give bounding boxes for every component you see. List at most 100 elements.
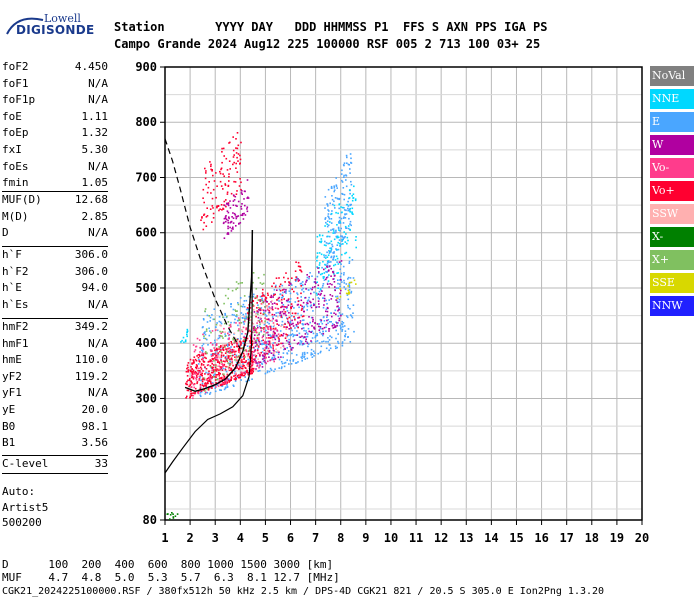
scatter-point [305,303,308,306]
scatter-point [202,377,204,379]
scatter-point [327,230,330,233]
scatter-point [241,203,243,205]
scatter-point [243,323,245,325]
scatter-point [201,372,203,375]
scatter-point [298,336,301,338]
scatter-point [266,304,269,307]
logo-text-bottom: DIGISONDE [16,23,95,37]
scatter-point [302,308,304,310]
scatter-point [267,353,270,355]
scatter-point [287,277,289,280]
scatter-point [251,363,254,365]
scatter-point [213,376,215,378]
scatter-point [214,373,216,375]
scatter-point [340,260,343,262]
scatter-point [244,376,246,378]
scatter-point [208,376,211,378]
scatter-point [291,284,293,286]
scatter-point [199,351,201,353]
scatter-point [307,323,310,326]
scatter-point [239,366,242,368]
scatter-point [352,193,355,195]
scatter-point [207,389,210,391]
scatter-point [322,283,325,285]
scatter-point [339,295,342,298]
scatter-point [257,326,259,329]
scatter-point [276,299,278,301]
scatter-point [324,240,326,243]
scatter-point [213,180,216,182]
scatter-point [273,360,275,363]
scatter-point [312,350,315,353]
scatter-point [241,193,243,195]
scatter-point [285,307,288,310]
param-value: 349.2 [74,320,108,333]
scatter-point [271,285,273,288]
scatter-point [205,371,207,374]
scatter-point [227,227,229,230]
scatter-point [243,212,245,215]
scatter-point [319,326,322,328]
scatter-point [251,360,253,362]
scatter-point [281,320,284,323]
scatter-point [253,325,255,328]
scatter-point [225,220,227,223]
scatter-point [322,276,325,278]
scatter-point [345,213,348,215]
scatter-point [195,374,198,377]
scatter-point [221,352,223,354]
scatter-point [314,282,317,284]
scatter-point [205,216,208,218]
scatter-point [262,301,265,304]
scatter-point [328,261,330,263]
scatter-point [294,312,296,315]
scatter-point [305,340,307,343]
scatter-point [205,172,207,174]
scatter-point [195,345,197,348]
scatter-point [239,282,242,284]
scatter-point [218,361,220,363]
scatter-point [250,301,253,304]
scatter-point [211,197,214,200]
scatter-point [215,386,217,388]
scatter-point [303,351,306,354]
scatter-point [221,363,223,365]
scatter-point [218,368,220,370]
scatter-point [306,305,309,308]
scatter-point [325,264,327,266]
scatter-point [270,346,273,349]
scatter-point [245,318,247,320]
scatter-point [316,256,318,259]
scatter-point [212,188,215,191]
scatter-point [332,252,334,254]
scatter-point [272,327,275,330]
scatter-point [280,325,282,327]
scatter-point [235,225,237,227]
scatter-point [255,296,257,299]
param-label: hmF2 [2,320,29,333]
scatter-point [335,229,337,232]
scatter-point [247,196,249,199]
param-row-fof1: foF1 N/A [2,76,108,93]
scatter-point [224,352,227,354]
param-row-hme: hmE 110.0 [2,352,108,369]
scatter-point [250,312,252,315]
scatter-point [271,300,273,302]
scatter-point [238,375,241,377]
scatter-cluster-e [323,153,353,278]
scatter-point [239,340,241,343]
scatter-point [263,295,265,297]
scatter-point [250,370,252,372]
scatter-point [220,204,223,206]
scatter-point [338,219,341,222]
scatter-point [257,352,260,354]
scatter-point [339,222,342,224]
scatter-point [294,301,297,303]
scatter-point [232,194,235,196]
scatter-point [327,260,330,262]
scatter-point [190,394,193,397]
scatter-point [285,333,287,336]
scatter-point [291,333,294,335]
scatter-point [310,331,312,333]
scatter-point [297,261,300,264]
